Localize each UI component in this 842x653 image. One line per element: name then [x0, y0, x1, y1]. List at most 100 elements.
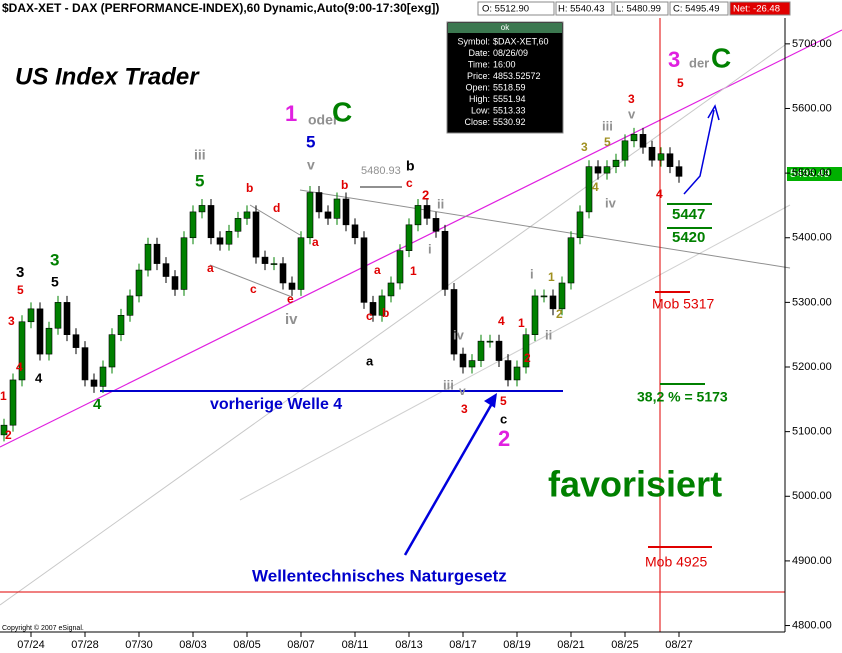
- annotation: i: [530, 266, 534, 281]
- candle-body: [639, 134, 647, 148]
- tooltip-box: [446, 21, 564, 134]
- tooltip-value: 16:00: [493, 59, 516, 69]
- candle-body: [279, 263, 287, 284]
- annotation: 1: [285, 101, 297, 126]
- annotation: e: [287, 292, 294, 306]
- annotation: 5: [195, 171, 204, 190]
- annotation: 4: [35, 370, 43, 385]
- x-tick-label: 08/17: [449, 639, 477, 651]
- candle-body: [342, 198, 350, 226]
- annotation: C: [711, 42, 731, 73]
- candle-body: [522, 334, 530, 368]
- tooltip-key: Price:: [467, 71, 490, 81]
- box: [669, 1, 729, 16]
- trend-line: [299, 189, 791, 269]
- y-tick-label: 5200.00: [792, 361, 832, 373]
- annotation: i: [428, 241, 432, 256]
- annotation: 4: [93, 396, 102, 413]
- annotation: v: [628, 106, 636, 121]
- candle-body: [324, 211, 332, 219]
- tooltip-key: Close:: [464, 117, 490, 127]
- annotation: Mob 4925: [645, 554, 707, 570]
- annotation: 3: [16, 264, 24, 281]
- annotation: a: [366, 353, 374, 368]
- candle-body: [549, 295, 557, 310]
- candle-body: [666, 153, 674, 167]
- tooltip-value: 5513.33: [493, 105, 526, 115]
- x-tick-label: 07/30: [125, 639, 153, 651]
- candle-body: [405, 224, 413, 251]
- annotation: ii: [437, 196, 444, 211]
- arrow-head: [484, 393, 497, 408]
- candle-body: [90, 379, 98, 387]
- candle-body: [333, 198, 341, 219]
- candle-body: [72, 334, 80, 348]
- annotation: 5447: [672, 206, 705, 223]
- annotation: 2: [422, 187, 429, 202]
- candle-body: [135, 269, 143, 297]
- plot: [0, 18, 842, 632]
- candle-body: [387, 282, 395, 297]
- candle-body: [423, 205, 431, 219]
- annotation: b: [341, 178, 348, 192]
- tooltip-title: ok: [501, 23, 510, 32]
- candle-body: [108, 334, 116, 368]
- candle-body: [369, 302, 377, 316]
- x-tick-label: 08/13: [395, 639, 423, 651]
- candle-body: [531, 295, 539, 335]
- annotation: 5: [17, 283, 24, 297]
- box: [613, 1, 669, 16]
- tooltip-value: 5518.59: [493, 82, 526, 92]
- candle-body: [243, 211, 251, 219]
- annotation: b: [382, 306, 389, 320]
- annotation: 3: [668, 47, 680, 72]
- candle-body: [288, 282, 296, 290]
- candle-body: [189, 211, 197, 239]
- y-tick-label: 5600.00: [792, 102, 832, 114]
- annotation: 5: [677, 76, 684, 90]
- candle-body: [351, 224, 359, 239]
- trend-line: [249, 204, 301, 236]
- annotation: Mob 5317: [652, 296, 714, 312]
- candle-body: [306, 192, 314, 239]
- annotation: 1: [518, 316, 525, 330]
- annotation: a: [374, 263, 381, 277]
- box: [729, 1, 791, 16]
- candle-body: [513, 366, 521, 381]
- candle-body: [567, 237, 575, 284]
- y-tick-label: 5300.00: [792, 296, 832, 308]
- annotation: 5: [51, 274, 59, 290]
- x-tick-label: 07/28: [71, 639, 99, 651]
- y-tick-label: 4800.00: [792, 619, 832, 631]
- candle-body: [54, 302, 62, 329]
- box: [477, 1, 555, 16]
- candle-body: [36, 308, 44, 355]
- candle-body: [495, 340, 503, 361]
- annotation: 2: [498, 426, 510, 451]
- candle-body: [45, 327, 53, 355]
- candle-body: [261, 256, 269, 264]
- candle-body: [486, 340, 494, 343]
- annotation: C: [332, 96, 352, 127]
- candle-body: [162, 263, 170, 277]
- candle-body: [297, 237, 305, 290]
- tooltip-key: Open:: [465, 82, 490, 92]
- y-tick-label: 5400.00: [792, 232, 832, 244]
- candle-body: [468, 360, 476, 368]
- candle-body: [9, 379, 17, 426]
- candle-body: [153, 243, 161, 264]
- candle-body: [117, 315, 125, 335]
- annotation: a: [207, 261, 214, 275]
- annotation: v: [459, 384, 466, 398]
- candle-body: [27, 308, 35, 323]
- x-tick-label: 08/25: [611, 639, 639, 651]
- high-label: H: 5540.43: [558, 4, 604, 15]
- tooltip-value: 5551.94: [493, 94, 526, 104]
- candle-body: [612, 159, 620, 167]
- annotation: 3: [628, 92, 635, 106]
- candle-body: [180, 237, 188, 290]
- annotation: 4: [656, 187, 663, 201]
- arrow: [683, 109, 715, 195]
- x-tick-label: 08/27: [665, 639, 693, 651]
- candle-body: [0, 424, 8, 436]
